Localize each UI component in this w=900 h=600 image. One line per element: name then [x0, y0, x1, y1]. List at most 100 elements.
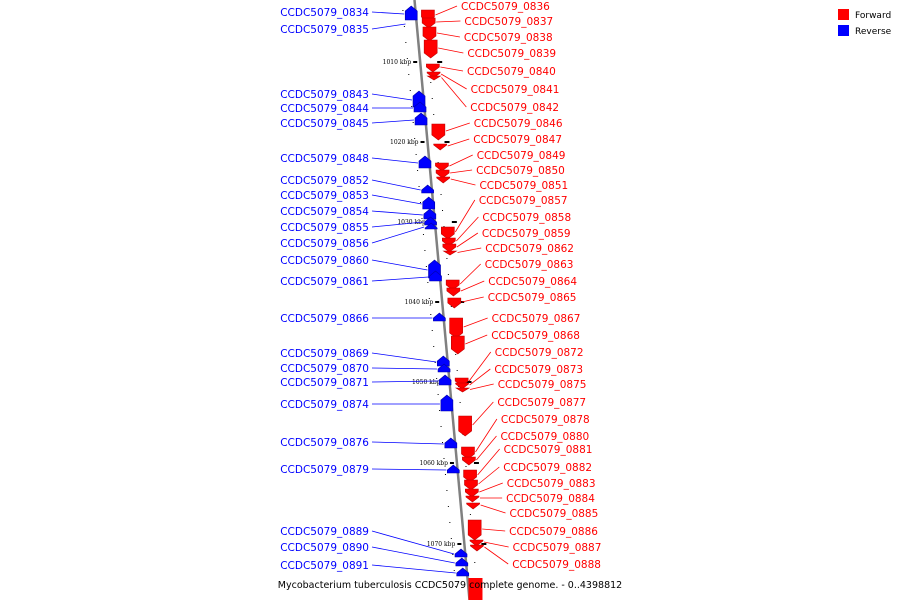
forward-leader — [449, 154, 473, 167]
forward-leader — [454, 199, 476, 233]
axis-tick — [425, 266, 427, 267]
legend-reverse-label: Reverse — [855, 27, 892, 37]
reverse-gene — [421, 184, 434, 194]
axis-tick — [415, 154, 417, 155]
forward-leader — [480, 504, 506, 514]
legend: Forward Reverse — [838, 9, 892, 37]
forward-gene — [461, 446, 475, 460]
forward-gene — [449, 317, 463, 339]
forward-leader — [456, 232, 479, 248]
axis-tick — [440, 194, 442, 195]
kbp-tick — [457, 543, 462, 545]
axis-tick — [459, 402, 461, 403]
forward-gene-label: CCDC5079_0863 — [485, 259, 574, 271]
forward-leader — [460, 280, 485, 292]
axis-tick — [452, 554, 454, 555]
kbp-label: 1070 kbp — [427, 541, 456, 548]
forward-gene-label: CCDC5079_0839 — [467, 48, 556, 60]
forward-gene — [421, 17, 436, 29]
forward-gene-label: CCDC5079_0878 — [501, 414, 590, 426]
axis-tick — [402, 10, 404, 11]
forward-gene — [467, 519, 482, 541]
kbp-tick-right — [459, 301, 465, 303]
gene-glyphs — [404, 5, 484, 600]
forward-gene-label: CCDC5079_0864 — [488, 276, 577, 288]
axis-tick — [409, 90, 411, 91]
axis-tick — [430, 314, 432, 315]
kbp-tick-right — [437, 61, 443, 63]
forward-gene-label: CCDC5079_0849 — [477, 150, 566, 162]
axis-tick — [437, 162, 439, 163]
forward-leader — [478, 466, 500, 485]
axis-tick — [427, 282, 429, 283]
forward-gene-label: CCDC5079_0837 — [464, 16, 553, 28]
reverse-gene-label: CCDC5079_0860 — [280, 255, 369, 267]
axis-tick — [446, 490, 448, 491]
axis-tick — [403, 26, 405, 27]
forward-gene — [426, 75, 442, 81]
axis-tick — [449, 522, 451, 523]
axis-tick — [431, 98, 433, 99]
forward-gene — [465, 495, 480, 503]
reverse-leader — [371, 23, 406, 30]
forward-leader — [456, 216, 479, 242]
kbp-tick-right — [481, 543, 487, 545]
forward-leader — [479, 482, 503, 493]
axis-tick — [446, 258, 448, 259]
forward-gene — [426, 71, 441, 79]
forward-leader — [483, 541, 509, 548]
axis-tick — [405, 42, 407, 43]
axis-tick — [428, 298, 430, 299]
forward-gene — [458, 415, 472, 437]
reverse-gene-label: CCDC5079_0879 — [280, 464, 369, 476]
kbp-tick — [413, 61, 418, 63]
reverse-leader — [371, 93, 413, 101]
forward-gene — [464, 479, 478, 491]
forward-gene-label: CCDC5079_0850 — [476, 165, 565, 177]
forward-gene-label: CCDC5079_0882 — [503, 462, 592, 474]
axis-tick — [447, 506, 449, 507]
axis-tick — [440, 426, 442, 427]
forward-gene — [465, 488, 479, 498]
axis-tick — [421, 218, 423, 219]
forward-gene-label: CCDC5079_0868 — [491, 330, 580, 342]
forward-gene — [450, 335, 465, 355]
axis-tick — [455, 354, 457, 355]
reverse-gene — [433, 312, 446, 322]
axis-tick — [456, 370, 458, 371]
reverse-gene-label: CCDC5079_0844 — [280, 103, 369, 115]
forward-leader — [438, 47, 464, 54]
forward-leader — [436, 32, 460, 38]
reverse-leader — [371, 221, 424, 228]
forward-gene-label: CCDC5079_0841 — [471, 84, 560, 96]
forward-leader — [435, 5, 458, 16]
axis-tick — [420, 202, 422, 203]
reverse-gene-label: CCDC5079_0866 — [280, 313, 369, 325]
axis-tick — [430, 82, 432, 83]
reverse-gene-label: CCDC5079_0843 — [280, 89, 369, 101]
forward-gene — [447, 297, 462, 309]
kbp-tick-right — [451, 221, 457, 223]
forward-leader — [477, 448, 500, 476]
reverse-gene — [437, 355, 450, 367]
reverse-leader — [371, 226, 425, 244]
forward-leader — [463, 317, 488, 328]
reverse-gene — [454, 548, 468, 558]
forward-gene — [441, 226, 455, 240]
forward-gene-label: CCDC5079_0884 — [506, 493, 595, 505]
forward-gene-label: CCDC5079_0859 — [482, 228, 571, 240]
forward-leader — [450, 178, 476, 186]
reverse-gene — [422, 196, 436, 210]
kbp-label: 1010 kbp — [383, 59, 412, 66]
genome-caption: Mycobacterium tuberculosis CCDC5079 comp… — [278, 580, 622, 591]
forward-gene-label: CCDC5079_0887 — [513, 542, 602, 554]
axis-tick — [442, 210, 444, 211]
forward-gene — [469, 539, 484, 547]
kbp-label: 1050 kbp — [412, 379, 441, 386]
forward-gene — [436, 176, 451, 184]
forward-gene-partial — [468, 578, 483, 600]
reverse-leader — [371, 380, 439, 383]
reverse-gene — [424, 222, 438, 230]
forward-gene — [422, 26, 437, 42]
reverse-leader — [371, 367, 438, 370]
